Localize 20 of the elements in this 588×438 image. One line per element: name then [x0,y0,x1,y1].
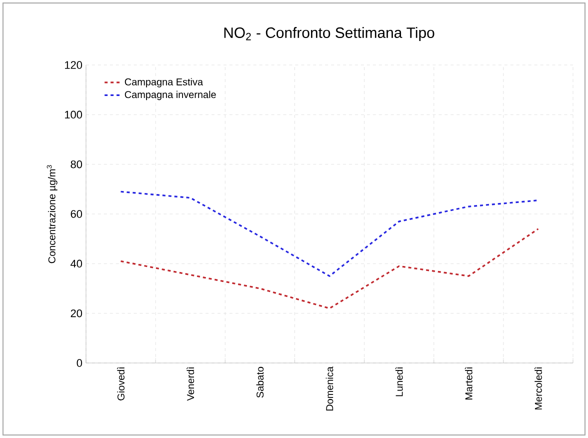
chart-title: NO$_{2}$ - Confronto Settimana Tipo [224,27,434,41]
x-tick-label: Giovedì [117,367,125,400]
x-tick-label: Lunedì [395,367,403,396]
y-tick-label: 60 [70,210,82,218]
x-tick-label: Domenica [326,366,334,411]
x-tick-label: Venerdì [186,367,194,401]
y-tick-label: 40 [70,260,82,268]
y-tick-label: 80 [70,160,82,168]
legend-label: Campagna invernale [124,90,216,100]
y-tick-label: 100 [65,110,82,119]
x-tick-label: Sabato [256,366,264,398]
line-series [120,228,540,310]
line-series [120,190,540,277]
x-tick-label: Martedì [464,367,472,400]
y-tick-label: 0 [76,359,82,367]
y-tick-label: 120 [65,61,82,69]
legend-label: Campagna Estiva [124,78,204,88]
y-tick-label: 20 [70,309,82,318]
y-axis-title: Concentrazione µg/m$^{3}$ [46,165,58,264]
x-tick-label: Mercoledì [534,367,542,410]
